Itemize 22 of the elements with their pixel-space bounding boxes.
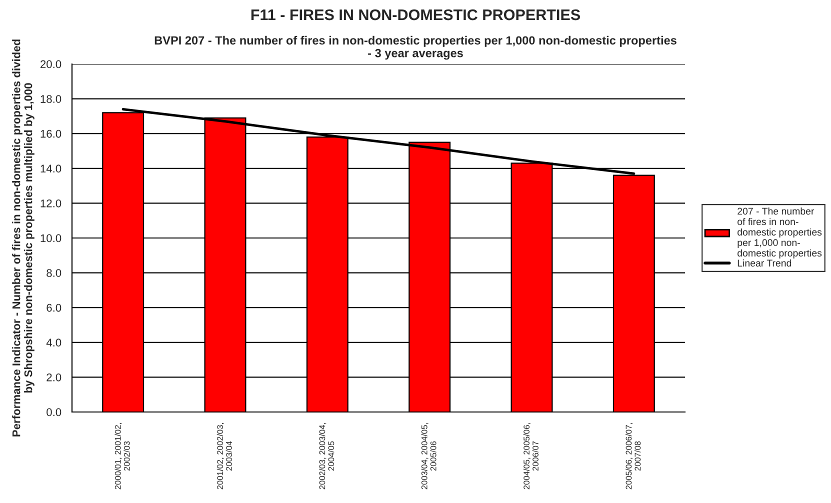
x-tick-label: 2005/06, 2006/07, 2007/08 xyxy=(626,423,641,490)
y-tick-label: 16.0 xyxy=(40,130,62,138)
y-tick-label: 8.0 xyxy=(46,269,62,277)
x-tick-label: 2003/04, 2004/05, 2005/06 xyxy=(421,423,436,490)
x-tick-label: 2002/03, 2003/04, 2004/05 xyxy=(319,423,334,490)
y-tick-label: 18.0 xyxy=(40,95,62,103)
y-tick-label: 10.0 xyxy=(40,234,62,242)
x-tick-label: 2001/02, 2002/03, 2003/04 xyxy=(216,423,232,490)
y-tick-label: 4.0 xyxy=(46,338,62,347)
y-tick-label: 2.0 xyxy=(46,373,62,382)
y-tick-label: 0.0 xyxy=(46,408,62,416)
y-axis-title: Performance Indicator - Number of fires in non-domestic properties divided by Shropshire non-domestic properties multiplied by 1,000 xyxy=(12,40,34,436)
x-tick-label: 2000/01, 2001/02, 2002/03 xyxy=(114,423,130,490)
y-tick-label: 14.0 xyxy=(40,164,62,173)
x-tick-label: 2004/05, 2005/06, 2006/07 xyxy=(523,423,538,490)
chart-subtitle: BVPI 207 - The number of fires in non-domestic properties per 1,000 non-domestic properties - 3 year averages xyxy=(154,36,676,60)
y-tick-label: 12.0 xyxy=(40,199,62,208)
y-tick-label: 6.0 xyxy=(46,304,62,312)
legend-label: 207 - The number of fires in non- domestic properties per 1,000 non- domestic properties xyxy=(738,208,822,258)
legend-label: Linear Trend xyxy=(738,259,792,267)
chart-title: F11 - FIRES IN NON-DOMESTIC PROPERTIES xyxy=(251,9,580,20)
y-tick-label: 20.0 xyxy=(40,60,62,68)
